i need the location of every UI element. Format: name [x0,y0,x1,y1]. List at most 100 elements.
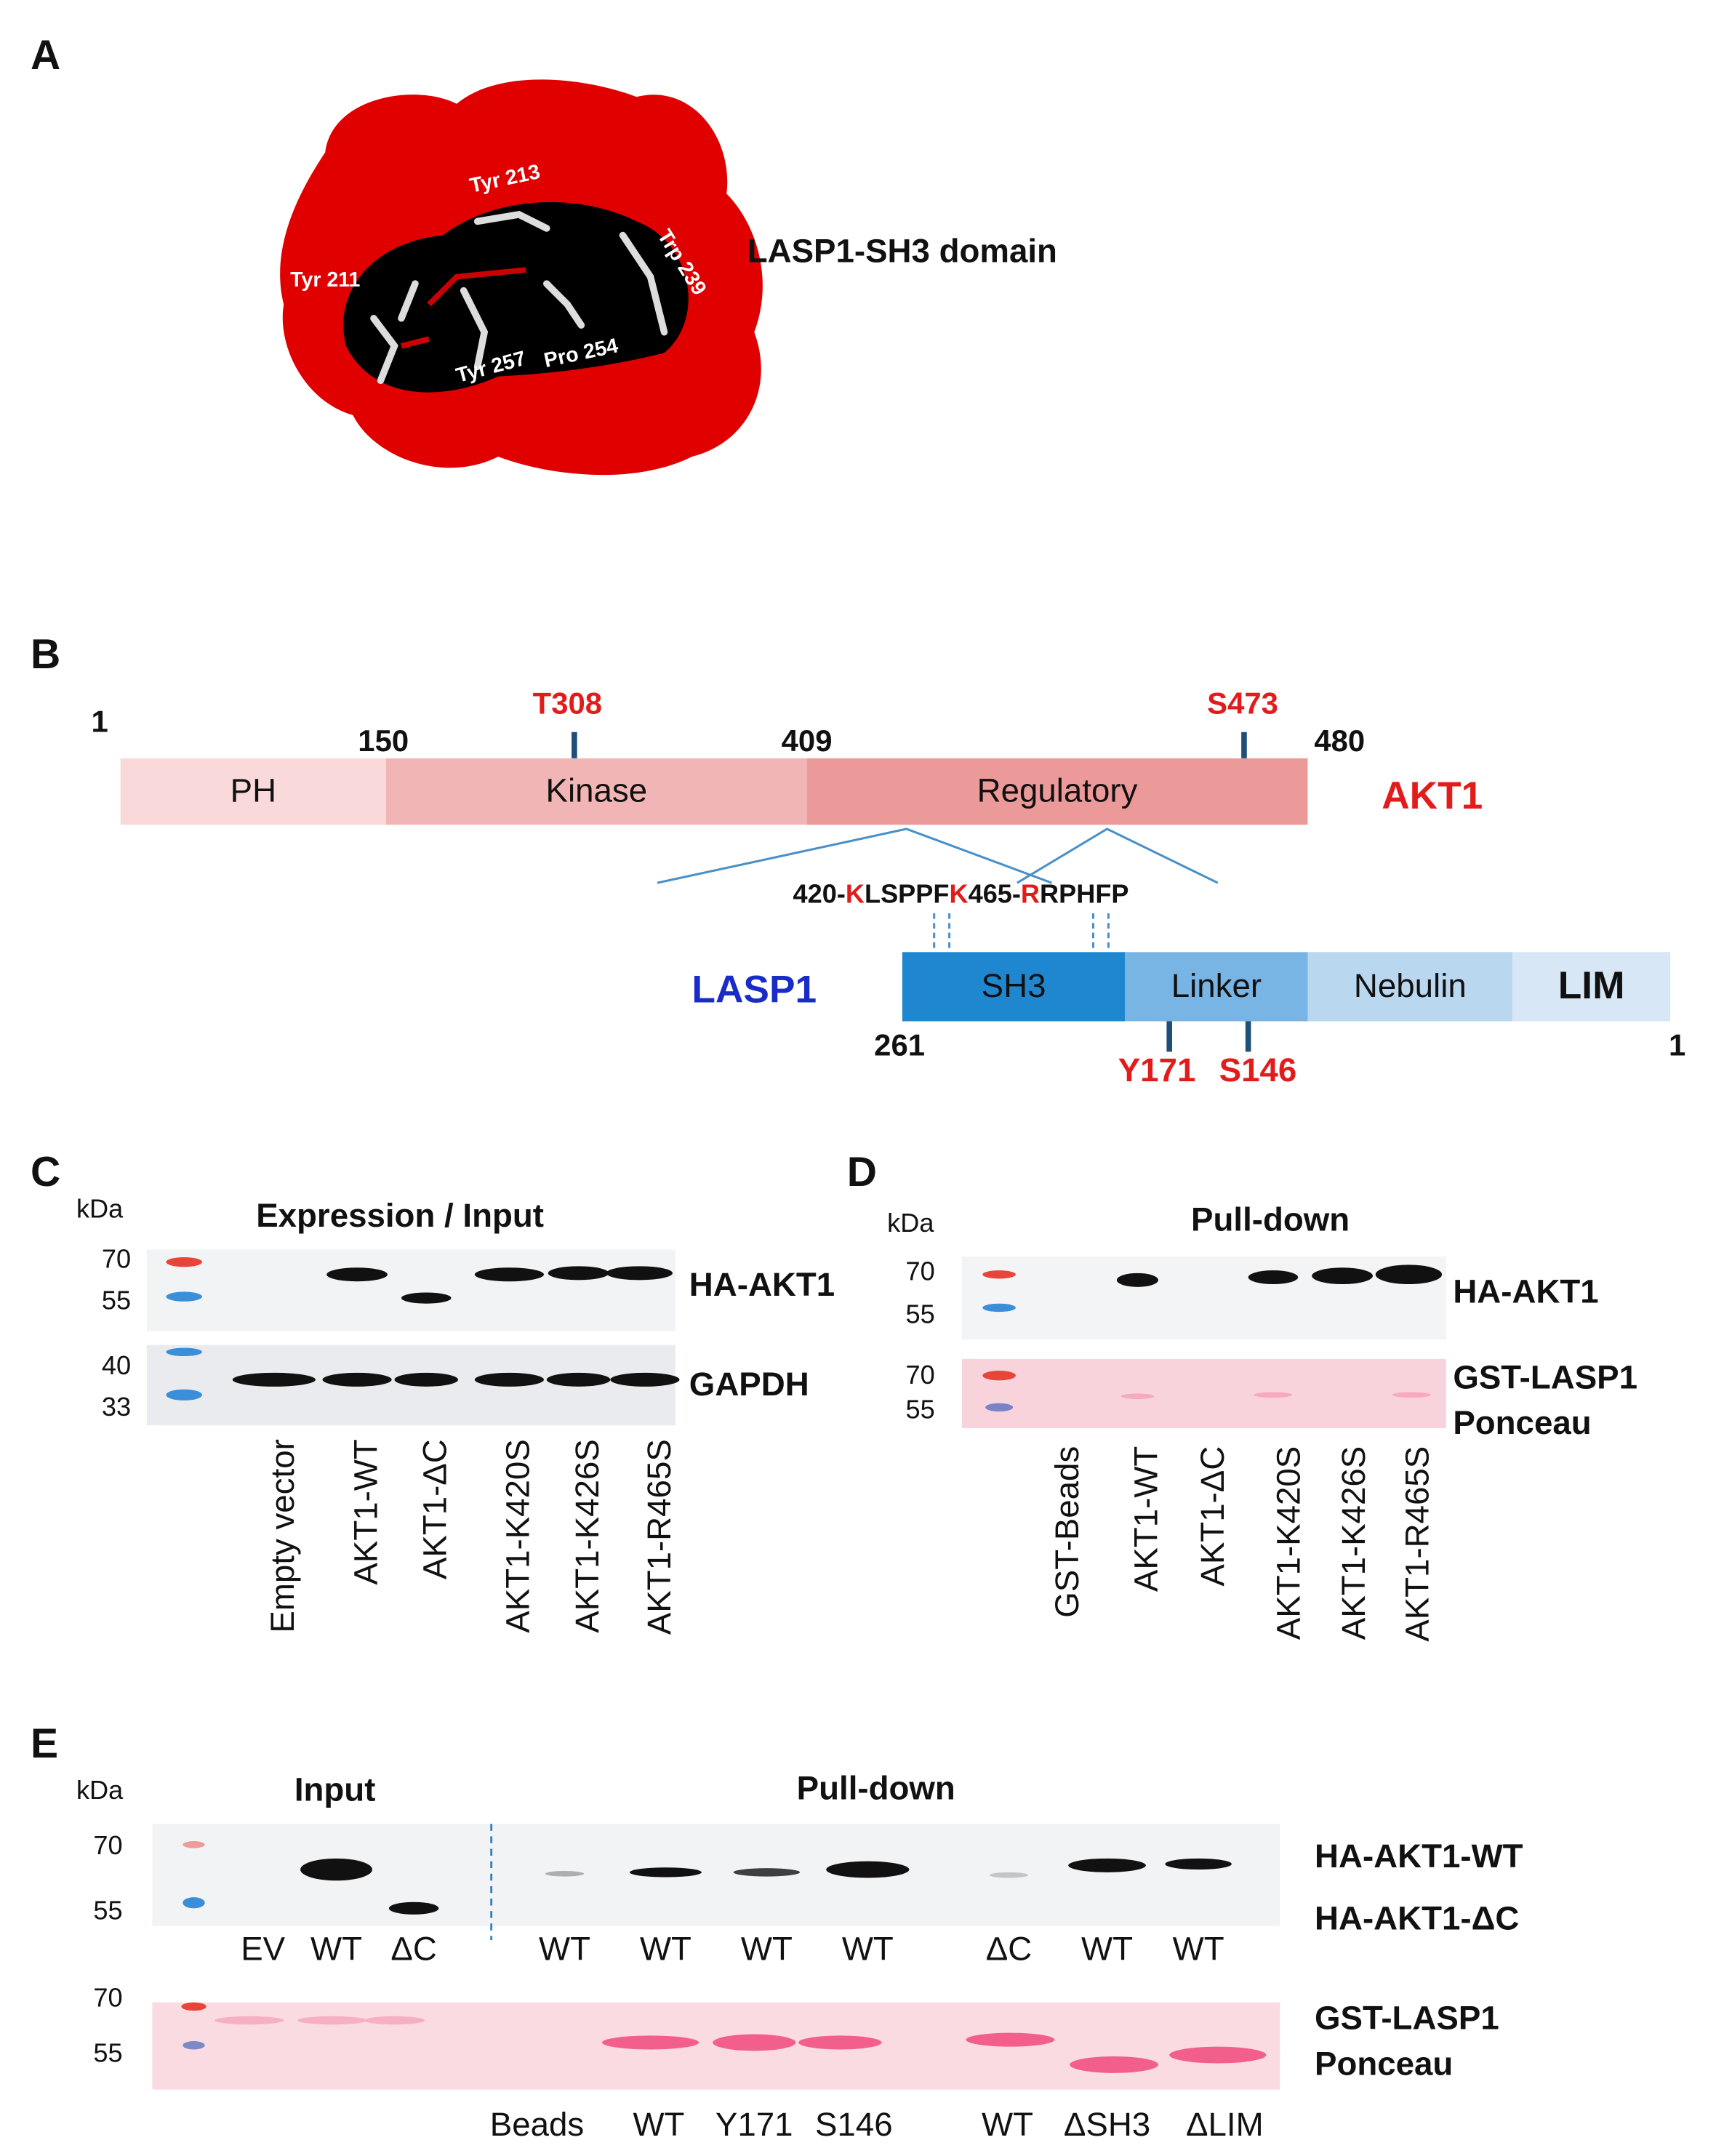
phospho-site: S473 [1207,686,1278,721]
residue-number: 480 [1314,724,1365,758]
domain-label: PH [230,772,276,809]
marker-label: 70 [102,1243,131,1273]
lasp1-domain [902,952,1126,1022]
interaction-lines [657,827,1219,953]
lane-label: EV [241,1930,285,1967]
domain-label: LIM [1558,964,1625,1007]
blot-label: HA-AKT1-WT [1315,1838,1523,1875]
lasp1-domain [1512,952,1671,1022]
protein-name: LASP1 [691,969,817,1011]
lasp1-domain [1307,952,1513,1022]
marker-label: 55 [906,1299,935,1329]
lane-label: Y171 [715,2106,793,2143]
marker-label: 55 [93,2038,122,2068]
kda-label: kDa [887,1208,934,1238]
marker-label: 55 [93,1896,122,1925]
motif-segment: K [846,878,865,908]
residue-label: Tyr 211 [290,268,360,292]
marker-label: 70 [93,1982,122,2012]
blot-label: HA-AKT1 [689,1266,835,1303]
lane-label: WT [539,1930,590,1967]
lane-label: AKT1-R465S [641,1439,678,1635]
blot-title: Pull-down [797,1770,955,1807]
lane-label: AKT1-K420S [1270,1446,1307,1640]
blot-title: Expression / Input [256,1197,544,1234]
motif-segment: RPHFP [1040,878,1129,908]
residue-number: 409 [782,724,833,758]
site-ticks [572,732,1251,1052]
lane-label: GST-Beads [1049,1446,1086,1618]
marker-label: 70 [906,1360,935,1390]
blots [146,1249,1446,2090]
domain-label: Kinase [546,772,648,809]
lasp1-domain [1125,952,1308,1022]
lane-label: AKT1-K426S [1335,1446,1372,1640]
residue-number: 1 [1669,1028,1685,1062]
lane-label: S146 [815,2106,893,2143]
marker-label: 55 [102,1285,131,1315]
kda-label: kDa [76,1194,124,1224]
akt1-domain [806,758,1308,825]
lane-label: WT [640,1930,691,1967]
akt1-domain [386,758,807,825]
phospho-site: S146 [1219,1051,1297,1089]
akt1-domain [120,758,387,825]
lane-label: ΔSH3 [1064,2106,1150,2143]
blot-label: GST-LASP1 [1453,1358,1637,1395]
lane-label: AKT1-WT [347,1439,384,1584]
blot-label: HA-AKT1-ΔC [1315,1900,1519,1937]
marker-label: 33 [102,1392,131,1422]
blot-label: HA-AKT1 [1453,1273,1598,1310]
lane-label: WT [1081,1930,1133,1967]
motif-segment: 420- [793,878,846,908]
motif-segment: LSPPF [865,878,949,908]
lane-label: ΔC [390,1930,436,1967]
lane-label: ΔLIM [1186,2106,1264,2143]
phospho-site: T308 [533,686,602,721]
lane-label: WT [982,2106,1033,2143]
structure-caption: LASP1-SH3 domain [747,232,1057,269]
protein-name: AKT1 [1382,774,1483,817]
blot-label: GAPDH [689,1366,809,1403]
blot-title: Input [294,1771,376,1808]
lane-label: AKT1-R465S [1399,1446,1436,1642]
panel-label: A [31,32,60,79]
lane-label: WT [741,1930,793,1967]
panel-label: C [31,1149,60,1195]
lane-label: AKT1-ΔC [417,1439,454,1579]
domain-label: Nebulin [1354,967,1467,1004]
domain-label: SH3 [982,967,1046,1004]
lane-label: WT [842,1930,894,1967]
lane-label: Beads [490,2106,584,2143]
domain-label: Linker [1171,967,1262,1004]
panel-label: B [31,631,60,678]
lane-label: AKT1-WT [1128,1446,1165,1592]
panel-label: E [31,1720,58,1767]
kda-label: kDa [76,1775,124,1805]
motif-segment: 465- [969,878,1021,908]
marker-label: 55 [906,1395,935,1424]
lane-label: AKT1-K420S [500,1439,537,1632]
motif-sequence: 420-KLSPPFK465-RRPHFP [793,878,1129,908]
lane-label: AKT1-K426S [569,1439,606,1632]
phospho-site: Y171 [1118,1051,1196,1089]
protein-surface [280,79,763,476]
blot-label: GST-LASP1 [1315,2000,1499,2037]
lane-label: WT [1173,1930,1224,1967]
motif-segment: K [949,878,968,908]
lane-label: WT [310,1930,362,1967]
residue-number: 1 [91,704,108,738]
lane-label: WT [633,2106,684,2143]
panel-label: D [847,1149,877,1195]
lane-label: Empty vector [264,1439,301,1632]
lane-label: ΔC [986,1930,1032,1967]
domain-label: Regulatory [977,772,1138,809]
motif-segment: R [1021,878,1040,908]
residue-number: 150 [358,724,409,758]
blot-label: Ponceau [1453,1404,1591,1441]
marker-label: 70 [906,1256,935,1286]
blot-label: Ponceau [1315,2045,1453,2082]
residue-number: 261 [874,1028,925,1062]
